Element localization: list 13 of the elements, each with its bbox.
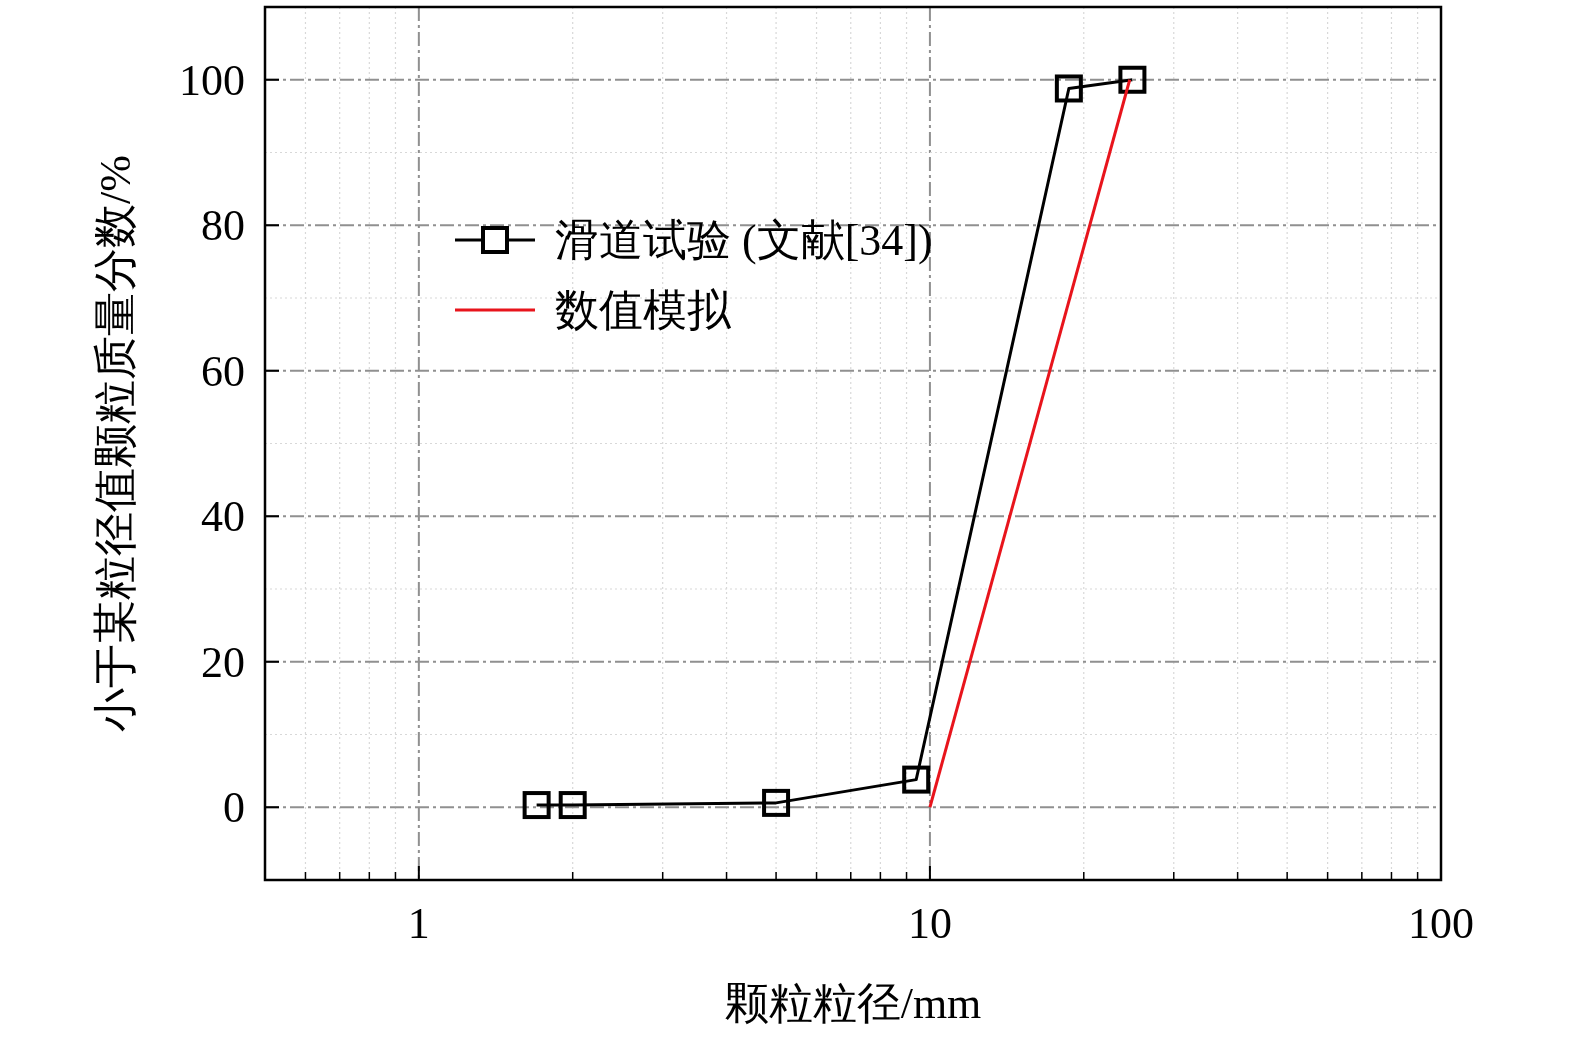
- y-axis-title: 小于某粒径值颗粒质量分数/%: [91, 155, 140, 732]
- y-tick-label: 100: [179, 55, 245, 105]
- x-tick-label: 1: [407, 899, 430, 948]
- x-axis-title: 颗粒粒径/mm: [724, 979, 982, 1028]
- y-tick-label: 0: [223, 783, 245, 833]
- y-tick-label: 80: [201, 201, 245, 251]
- legend-label: 数值模拟: [555, 286, 732, 335]
- y-tick-label: 40: [201, 492, 245, 542]
- x-tick-label: 10: [907, 899, 952, 948]
- y-tick-label: 20: [201, 637, 245, 687]
- legend-label: 滑道试验 (文献[34]): [555, 216, 933, 265]
- y-tick-label: 60: [201, 346, 245, 396]
- x-tick-label: 100: [1408, 899, 1474, 948]
